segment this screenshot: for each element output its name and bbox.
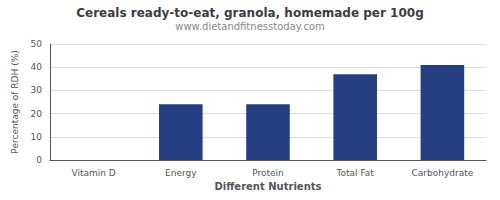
svg-text:Protein: Protein [252, 168, 284, 178]
svg-text:20: 20 [31, 109, 43, 119]
svg-text:Vitamin D: Vitamin D [71, 168, 115, 178]
svg-text:Cereals ready-to-eat, granola,: Cereals ready-to-eat, granola, homemade … [76, 6, 424, 20]
svg-text:Total Fat: Total Fat [336, 168, 375, 178]
svg-text:Energy: Energy [165, 168, 197, 178]
svg-text:50: 50 [31, 39, 43, 49]
svg-text:Percentage of RDH (%): Percentage of RDH (%) [10, 50, 20, 153]
svg-text:www.dietandfitnesstoday.com: www.dietandfitnesstoday.com [175, 21, 324, 32]
svg-text:Different Nutrients: Different Nutrients [215, 181, 322, 192]
svg-text:40: 40 [31, 62, 43, 72]
svg-text:0: 0 [36, 155, 42, 165]
svg-text:30: 30 [31, 85, 43, 95]
svg-text:10: 10 [31, 132, 43, 142]
svg-text:Carbohydrate: Carbohydrate [412, 168, 474, 178]
